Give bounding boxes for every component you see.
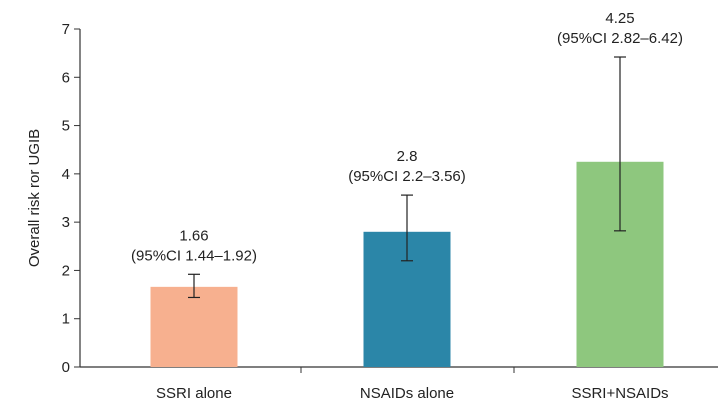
value-label: 1.66 (179, 227, 208, 244)
y-axis-title: Overall risk ror UGIB (26, 129, 43, 267)
y-tick-label: 3 (62, 214, 70, 231)
y-tick-label: 0 (62, 359, 70, 376)
y-tick-label: 6 (62, 69, 70, 86)
ci-label: (95%CI 2.2–3.56) (348, 168, 466, 185)
x-tick-label: SSRI alone (156, 385, 232, 402)
value-label: 2.8 (397, 148, 418, 165)
bars (150, 161, 664, 367)
bar (150, 286, 238, 367)
error-bars (188, 56, 626, 299)
y-tick-label: 2 (62, 262, 70, 279)
y-tick-label: 1 (62, 311, 70, 328)
y-tick-label: 7 (62, 21, 70, 38)
y-tick-label: 5 (62, 118, 70, 135)
ci-label: (95%CI 2.82–6.42) (557, 30, 683, 47)
ci-label: (95%CI 1.44–1.92) (131, 247, 257, 264)
value-label: 4.25 (605, 10, 634, 27)
y-tick-label: 4 (62, 166, 70, 183)
x-tick-label: NSAIDs alone (360, 385, 454, 402)
x-tick-label: SSRI+NSAIDs (571, 385, 668, 402)
data-labels: 1.66 (95%CI 1.44–1.92) SSRI alone 2.8 (95%CI… (131, 10, 683, 402)
